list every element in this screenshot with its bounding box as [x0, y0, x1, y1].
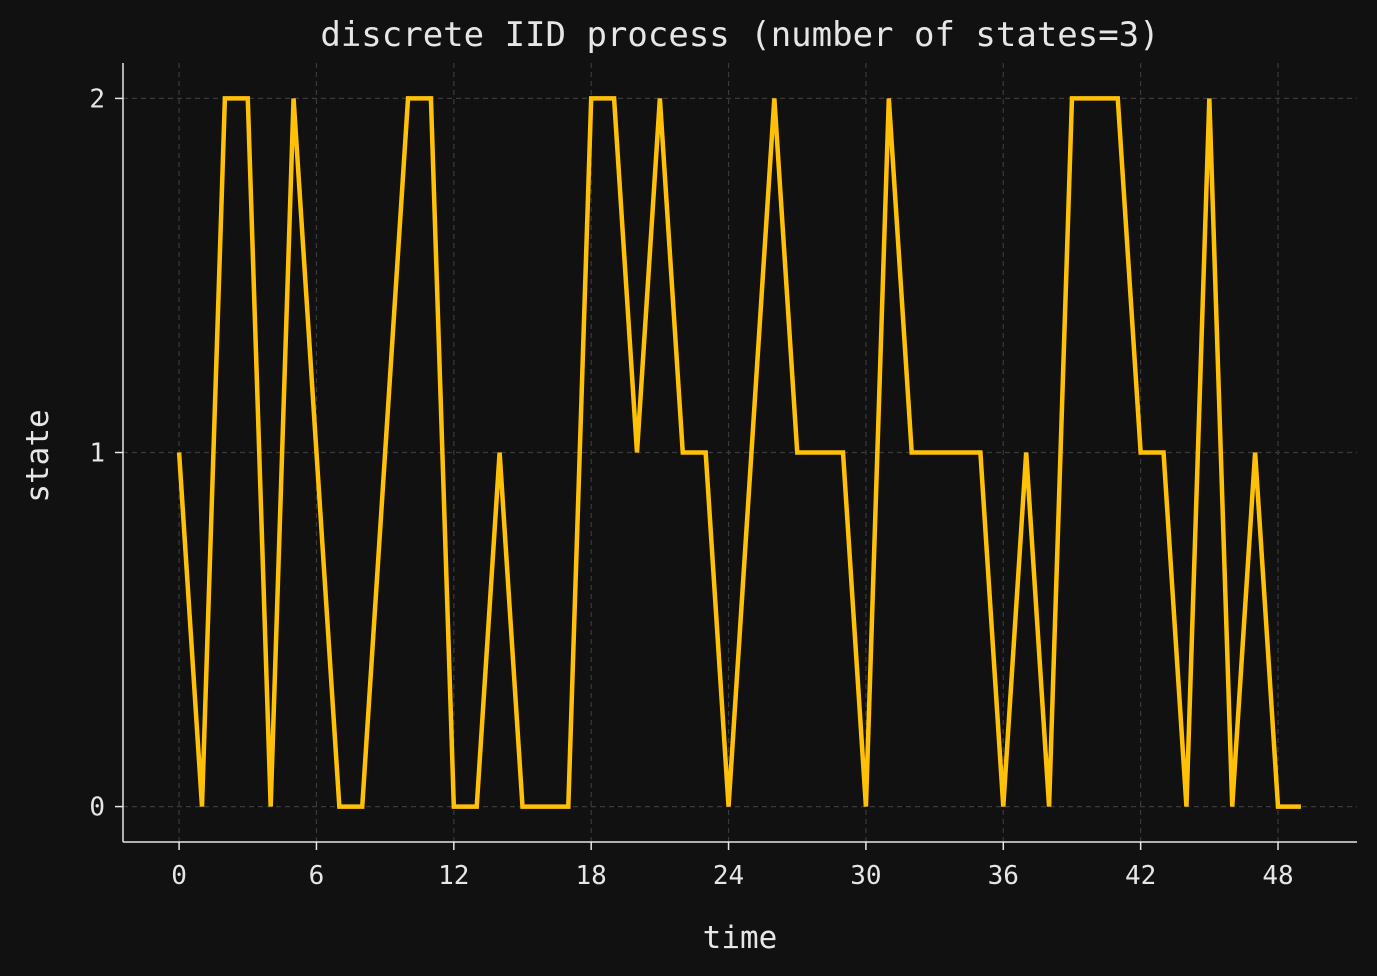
- x-tick-label: 36: [988, 861, 1019, 891]
- x-tick-label: 48: [1262, 861, 1293, 891]
- y-tick-label: 1: [89, 439, 105, 469]
- chart-title: discrete IID process (number of states=3…: [320, 15, 1159, 55]
- y-tick-label: 2: [89, 84, 105, 114]
- y-axis-label: state: [20, 409, 56, 502]
- x-tick-label: 12: [438, 861, 469, 891]
- x-tick-label: 24: [713, 861, 744, 891]
- series-line: [176, 96, 1301, 809]
- x-ticks: 0 6 12 18 24 30 36 42 48: [171, 842, 1294, 891]
- x-tick-label: 42: [1125, 861, 1156, 891]
- x-tick-label: 0: [171, 861, 187, 891]
- x-axis-label: time: [703, 920, 778, 956]
- x-tick-label: 6: [309, 861, 325, 891]
- y-ticks: 0 1 2: [89, 84, 123, 823]
- series-layer: [176, 96, 1301, 809]
- x-tick-label: 18: [576, 861, 607, 891]
- y-tick-label: 0: [89, 793, 105, 823]
- x-tick-label: 30: [850, 861, 881, 891]
